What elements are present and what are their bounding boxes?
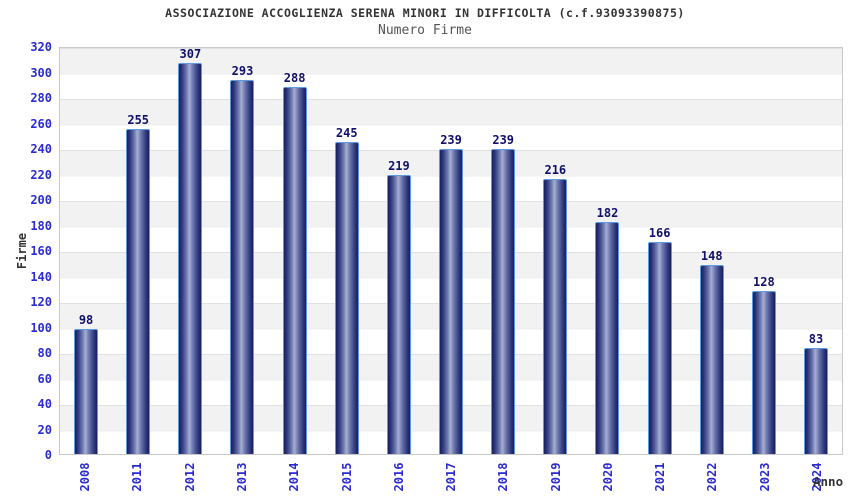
y-tick-220: 220 [30,167,52,182]
bar-2023: 128 [751,275,776,454]
x-tick-2023: 2023 [757,462,772,492]
bar-value-label-2018: 239 [492,133,515,148]
bar-2021: 166 [647,226,672,454]
bar-2020: 182 [595,206,620,454]
bar-2008: 98 [74,313,99,454]
bar-2011: 255 [126,113,151,454]
x-tick-2016: 2016 [391,462,406,492]
y-tick-160: 160 [30,244,52,258]
bar-2024: 83 [804,332,829,454]
y-axis-title: Firme [15,232,29,270]
bar-slot-2011: 255 [112,48,164,454]
bar-2014: 288 [282,71,307,454]
bar-value-label-2020: 182 [596,205,619,220]
chart-subtitle: Numero Firme [378,23,472,38]
y-tick-0: 0 [44,448,52,462]
x-tick-2013: 2013 [234,462,249,492]
x-tick-2014: 2014 [287,462,302,492]
y-tick-280: 280 [30,91,52,105]
x-tick-2020: 2020 [600,462,615,492]
bar-value-label-2014: 288 [283,70,306,85]
x-tick-2017: 2017 [444,462,458,492]
y-tick-80: 80 [37,346,52,360]
x-axis-title: Anno [813,474,844,489]
bar-value-label-2008: 98 [78,313,94,327]
x-tick-2022: 2022 [705,462,720,492]
x-tick-2018: 2018 [496,462,511,492]
bar-slot-2014: 288 [269,48,321,454]
x-tick-2015: 2015 [339,462,354,492]
bar-slot-2013: 293 [216,48,268,454]
bar-slot-2019: 216 [529,48,581,454]
y-tick-60: 60 [37,371,52,386]
bars-container: 98 255 307 293 288 245 219 239 239 216 182 166 148 12… [60,47,842,454]
x-tick-2011: 2011 [130,462,145,492]
bar-slot-2024: 83 [790,48,842,454]
bar-2017: 239 [439,133,464,454]
bar-slot-2018: 239 [477,48,529,454]
y-tick-300: 300 [30,65,52,80]
bar-slot-2022: 148 [686,48,738,454]
bar-value-label-2022: 148 [700,249,723,264]
chart-title: ASSOCIAZIONE ACCOGLIENZA SERENA MINORI I… [165,6,685,20]
bar-value-label-2017: 239 [440,133,462,148]
x-tick-2019: 2019 [548,462,563,492]
bar-2018: 239 [491,133,516,454]
bar-slot-2020: 182 [581,48,633,454]
y-tick-240: 240 [30,142,52,156]
bar-value-label-2012: 307 [179,46,202,61]
bar-value-label-2011: 255 [127,112,150,127]
x-tick-2012: 2012 [182,462,197,492]
bar-value-label-2015: 245 [335,125,358,140]
bar-slot-2021: 166 [634,48,686,454]
bar-2013: 293 [230,64,255,454]
plot-area: 98 255 307 293 288 245 219 239 239 216 182 166 148 12… [59,47,843,455]
bar-value-label-2024: 83 [808,332,824,347]
bar-2016: 219 [386,159,411,454]
y-tick-260: 260 [30,116,52,131]
bar-value-label-2013: 293 [231,64,254,79]
y-tick-120: 120 [30,295,52,309]
bar-slot-2015: 245 [321,48,373,454]
y-tick-320: 320 [30,40,52,54]
y-tick-180: 180 [30,218,52,233]
bar-slot-2023: 128 [738,48,790,454]
bar-slot-2017: 239 [425,48,477,454]
bar-2015: 245 [334,126,359,454]
bar-2022: 148 [699,249,724,454]
y-tick-20: 20 [37,422,52,437]
bar-2012: 307 [178,47,203,454]
bar-slot-2016: 219 [373,48,425,454]
x-tick-2008: 2008 [78,462,93,492]
bar-2019: 216 [543,163,568,454]
y-tick-200: 200 [30,193,52,207]
bar-value-label-2019: 216 [544,162,567,177]
x-tick-2021: 2021 [653,462,668,492]
bar-value-label-2016: 219 [388,158,410,173]
y-tick-40: 40 [37,397,52,411]
y-tick-140: 140 [30,269,52,284]
bar-slot-2008: 98 [60,48,112,454]
bar-value-label-2021: 166 [648,226,671,241]
bar-value-label-2023: 128 [753,274,775,289]
bar-slot-2012: 307 [164,47,216,454]
y-tick-100: 100 [30,320,52,335]
